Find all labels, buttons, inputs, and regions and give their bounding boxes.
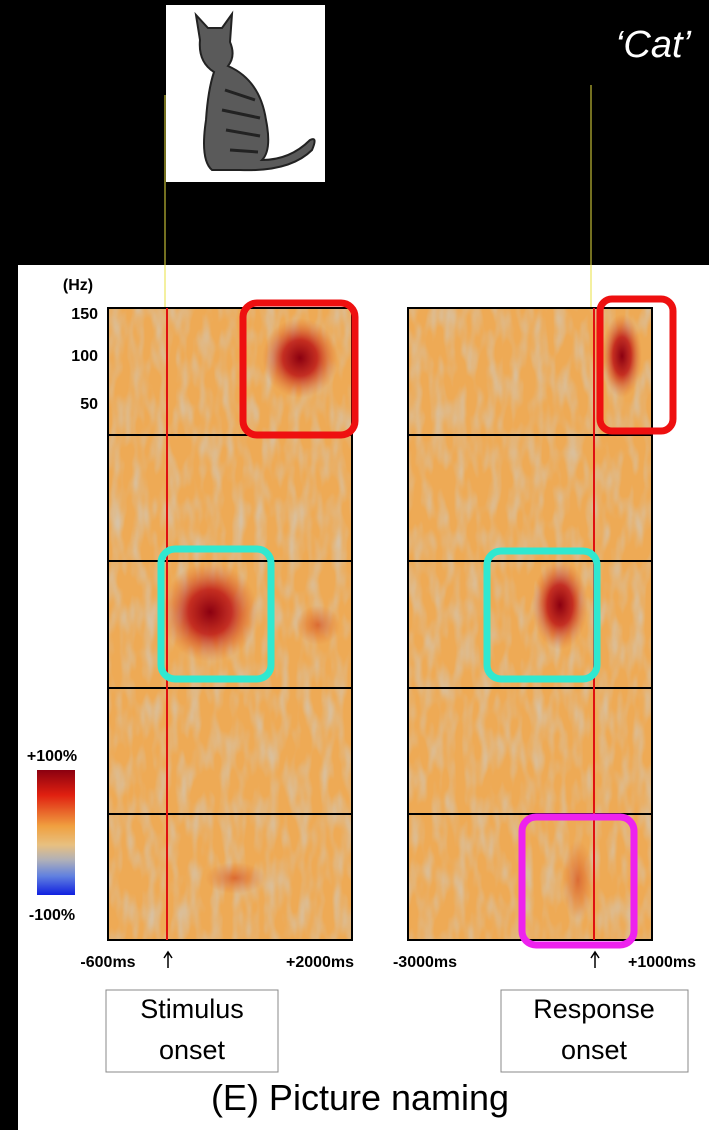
cut-label: s	[0, 954, 9, 971]
colorbar	[37, 770, 75, 895]
unit-label: (Hz)	[63, 277, 93, 294]
onset-label: Response	[533, 994, 655, 1024]
caption: (E) Picture naming	[211, 1077, 509, 1118]
time-label: -600ms	[80, 954, 135, 971]
onset-label: onset	[561, 1035, 628, 1065]
freq-label: 100	[71, 348, 98, 365]
figure: ‘Cat’ (Hz) 150 100 50 +100% -	[0, 0, 709, 1130]
colorbar-min: -100%	[29, 907, 75, 924]
spoken-word: ‘Cat’	[615, 24, 692, 66]
time-label: -3000ms	[393, 954, 457, 971]
cat-picture	[166, 5, 325, 182]
freq-label: 150	[71, 306, 98, 323]
freq-label: 50	[80, 396, 98, 413]
right-panel	[408, 308, 652, 940]
onset-label: onset	[159, 1035, 226, 1065]
onset-label: Stimulus	[140, 994, 244, 1024]
colorbar-max: +100%	[27, 748, 77, 765]
time-label: +2000ms	[286, 954, 354, 971]
left-panel	[108, 308, 352, 940]
time-label: +1000ms	[628, 954, 696, 971]
